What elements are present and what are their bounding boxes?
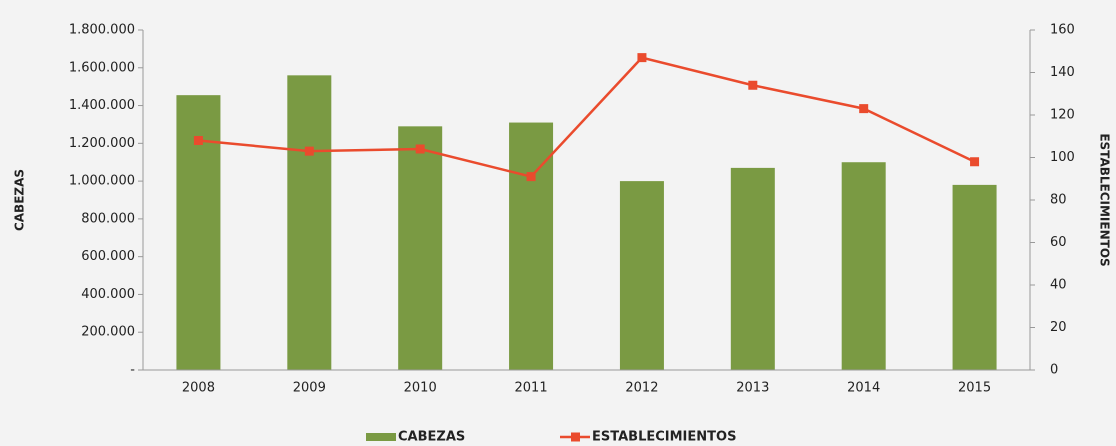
bar xyxy=(730,167,775,370)
legend-label: ESTABLECIMIENTOS xyxy=(592,430,736,445)
y-tick-label: 600.000 xyxy=(81,249,135,264)
legend-swatch xyxy=(571,432,580,442)
y-axis-title: CABEZAS xyxy=(13,169,27,231)
line-marker xyxy=(970,157,980,167)
y-tick-label: 200.000 xyxy=(81,325,135,340)
x-tick-label: 2011 xyxy=(515,381,548,396)
y-tick-label: 1.400.000 xyxy=(69,98,135,113)
y2-axis-title: ESTABLECIMIENTOS xyxy=(1098,133,1112,266)
x-tick-label: 2015 xyxy=(958,381,991,396)
line xyxy=(198,56,976,179)
x-tick-label: 2012 xyxy=(625,381,658,396)
line-marker xyxy=(304,146,314,156)
x-tick-label: 2010 xyxy=(404,381,437,396)
y-tick-label: 1.600.000 xyxy=(69,60,135,75)
x-tick-label: 2013 xyxy=(736,381,769,396)
line-marker xyxy=(859,104,869,114)
x-tick-label: 2009 xyxy=(293,381,326,396)
line-marker xyxy=(526,172,536,182)
y-tick-label: 1.800.000 xyxy=(69,23,135,38)
y2-tick-label: 140 xyxy=(1050,65,1075,80)
y2-tick-label: 120 xyxy=(1050,108,1075,123)
y2-tick-label: 0 xyxy=(1050,363,1058,378)
bar xyxy=(398,126,443,370)
y-tick-label: 1.200.000 xyxy=(69,136,135,151)
bar xyxy=(841,162,886,370)
bar xyxy=(509,122,554,370)
y-tick-label: 400.000 xyxy=(81,287,135,302)
bar xyxy=(952,184,997,370)
x-tick-label: 2014 xyxy=(847,381,880,396)
y2-tick-label: 100 xyxy=(1050,150,1075,165)
line-marker xyxy=(748,80,758,90)
y-tick-label: - xyxy=(130,363,135,378)
y2-tick-label: 20 xyxy=(1050,320,1067,335)
line-marker xyxy=(193,136,203,145)
y2-tick-label: 80 xyxy=(1050,193,1067,208)
legend-label: CABEZAS xyxy=(398,430,465,445)
bar xyxy=(287,75,332,370)
x-tick-label: 2008 xyxy=(182,381,215,396)
y-tick-label: 800.000 xyxy=(81,211,135,226)
legend-swatch xyxy=(366,433,396,441)
bar xyxy=(619,181,664,370)
line-marker xyxy=(415,144,425,154)
y2-tick-label: 160 xyxy=(1050,23,1075,38)
y-tick-label: 1.000.000 xyxy=(69,174,135,189)
y2-tick-label: 40 xyxy=(1050,278,1067,293)
y2-tick-label: 60 xyxy=(1050,235,1067,250)
line-marker xyxy=(637,53,647,63)
